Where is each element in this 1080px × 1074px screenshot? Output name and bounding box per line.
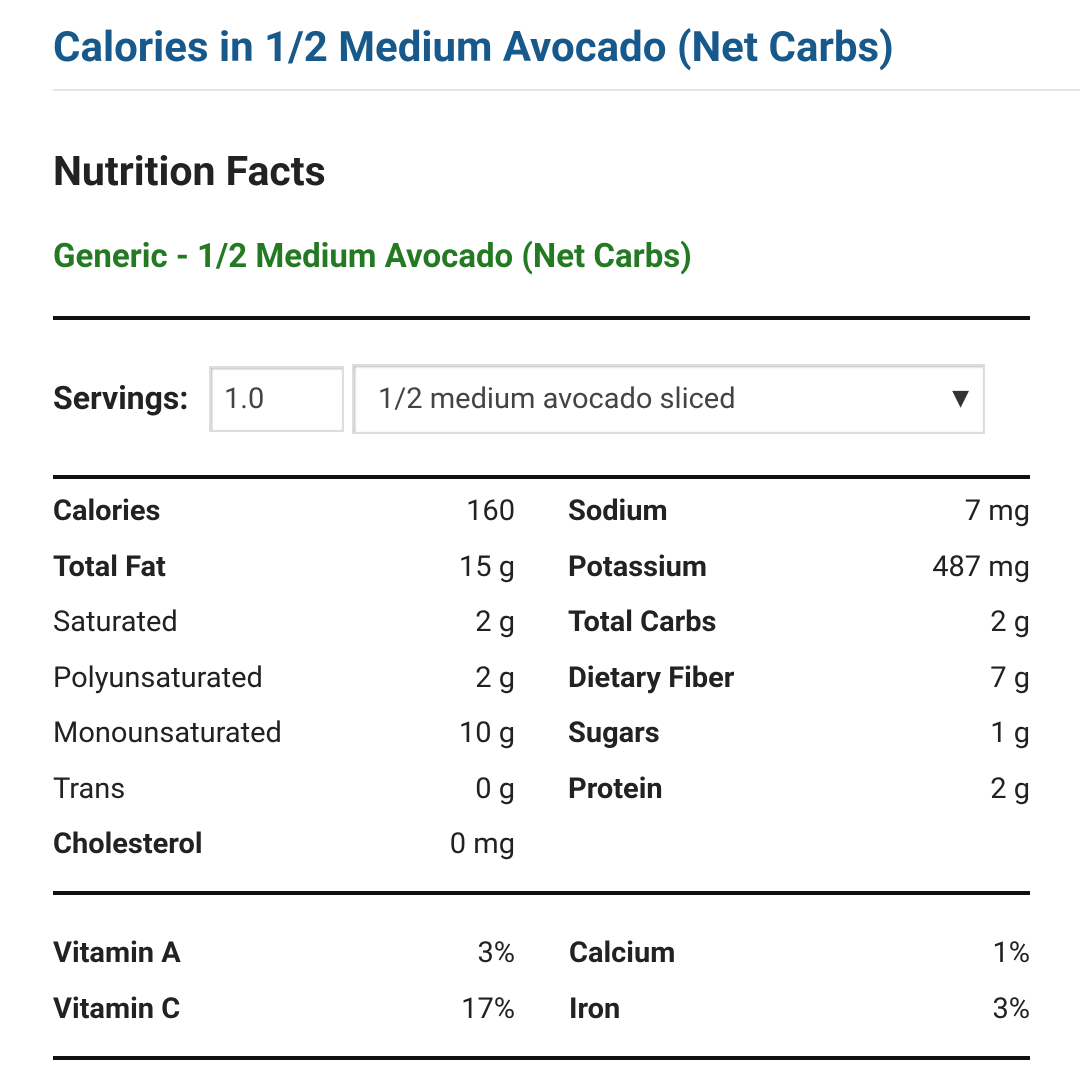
serving-unit-select[interactable]: 1/2 medium avocado sliced ▼ bbox=[352, 364, 985, 434]
divider bbox=[53, 891, 1030, 895]
nutrient-label: Vitamin C bbox=[53, 991, 181, 1026]
nutrient-label: Total Carbs bbox=[568, 605, 717, 639]
nutrient-label: Saturated bbox=[53, 605, 178, 639]
divider bbox=[53, 475, 1030, 479]
nutrient-value: 160 bbox=[466, 494, 515, 528]
nutrient-value: 2 g bbox=[475, 660, 515, 695]
nutrient-value: 1 g bbox=[990, 716, 1030, 750]
nutrient-value: 1% bbox=[992, 936, 1030, 970]
nutrient-label: Monounsaturated bbox=[53, 716, 282, 750]
nutrient-label: Polyunsaturated bbox=[53, 660, 263, 695]
nutrient-value: 487 mg bbox=[932, 549, 1030, 584]
nutrient-value: 15 g bbox=[458, 549, 515, 584]
nutrient-value: 17% bbox=[461, 991, 515, 1026]
nutrient-label: Protein bbox=[568, 771, 663, 806]
nutrient-value: 7 mg bbox=[964, 494, 1030, 528]
divider bbox=[53, 1056, 1030, 1060]
page-title: Calories in 1/2 Medium Avocado (Net Carb… bbox=[53, 23, 894, 72]
nutrient-value: 3% bbox=[477, 936, 515, 970]
nutrient-label: Total Fat bbox=[53, 549, 166, 584]
nutrient-label: Iron bbox=[569, 991, 621, 1026]
nutrient-value: 10 g bbox=[458, 716, 515, 750]
nutrient-label: Sugars bbox=[568, 716, 660, 750]
serving-unit: 1/2 medium avocado sliced bbox=[378, 382, 736, 416]
heading: Nutrition Facts bbox=[53, 148, 326, 196]
servings-input[interactable]: 1.0 bbox=[209, 366, 344, 432]
nutrient-label: Potassium bbox=[568, 549, 708, 584]
nutrient-label: Calories bbox=[53, 494, 161, 528]
nutrient-label: Cholesterol bbox=[53, 827, 203, 861]
nutrient-label: Trans bbox=[53, 771, 126, 806]
nutrient-value: 7 g bbox=[990, 660, 1030, 695]
servings-label: Servings: bbox=[53, 379, 189, 417]
nutrient-value: 0 mg bbox=[449, 827, 515, 861]
nutrient-label: Vitamin A bbox=[53, 936, 181, 970]
nutrient-value: 2 g bbox=[990, 771, 1030, 806]
nutrient-value: 0 g bbox=[475, 771, 515, 806]
nutrient-value: 2 g bbox=[990, 605, 1030, 639]
nutrient-label: Dietary Fiber bbox=[568, 660, 735, 695]
food-name: Generic - 1/2 Medium Avocado (Net Carbs) bbox=[53, 237, 692, 276]
nutrient-value: 3% bbox=[992, 991, 1030, 1026]
dropdown-arrow: ▼ bbox=[952, 386, 969, 411]
divider bbox=[53, 89, 1080, 91]
nutrient-label: Calcium bbox=[569, 936, 676, 970]
nutrient-label: Sodium bbox=[568, 494, 668, 528]
divider bbox=[53, 316, 1030, 320]
nutrient-value: 2 g bbox=[475, 605, 515, 639]
